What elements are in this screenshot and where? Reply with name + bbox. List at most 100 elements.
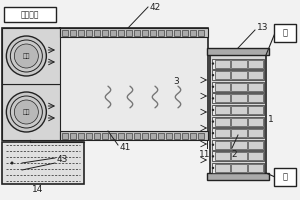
Bar bbox=[212, 140, 264, 150]
Circle shape bbox=[212, 155, 214, 158]
Bar bbox=[118, 30, 124, 36]
Bar bbox=[190, 133, 196, 139]
Text: 13: 13 bbox=[257, 23, 269, 32]
Bar bbox=[158, 133, 164, 139]
Bar bbox=[150, 30, 156, 36]
Text: 空: 空 bbox=[283, 28, 287, 38]
Bar bbox=[248, 60, 263, 68]
Text: 2: 2 bbox=[231, 150, 237, 159]
Bar bbox=[212, 59, 264, 69]
Bar bbox=[215, 106, 230, 114]
Text: 43: 43 bbox=[57, 156, 68, 164]
Circle shape bbox=[14, 100, 38, 124]
Bar bbox=[212, 70, 264, 80]
Bar bbox=[231, 117, 247, 126]
Bar bbox=[78, 133, 84, 139]
Bar bbox=[174, 133, 180, 139]
Bar bbox=[231, 60, 247, 68]
Bar bbox=[212, 116, 264, 127]
Circle shape bbox=[212, 97, 214, 100]
Bar bbox=[190, 30, 196, 36]
Bar bbox=[2, 84, 60, 140]
Bar bbox=[102, 133, 108, 139]
Bar bbox=[60, 28, 208, 37]
Bar bbox=[274, 168, 296, 186]
Bar bbox=[4, 7, 56, 22]
Bar bbox=[274, 24, 296, 42]
Bar bbox=[70, 30, 76, 36]
Bar bbox=[212, 163, 264, 173]
Bar bbox=[2, 28, 60, 140]
Bar bbox=[212, 105, 264, 115]
Bar bbox=[134, 30, 140, 36]
Bar bbox=[212, 128, 264, 138]
Bar bbox=[134, 133, 140, 139]
Bar bbox=[2, 142, 84, 184]
Bar bbox=[142, 133, 148, 139]
Bar bbox=[210, 50, 266, 180]
Text: 空气入口: 空气入口 bbox=[21, 10, 39, 19]
Bar bbox=[231, 83, 247, 91]
Bar bbox=[248, 129, 263, 137]
Bar bbox=[174, 30, 180, 36]
Bar bbox=[215, 129, 230, 137]
Bar bbox=[166, 133, 172, 139]
Bar bbox=[231, 152, 247, 160]
Bar bbox=[248, 117, 263, 126]
Bar bbox=[62, 133, 68, 139]
Text: 风扇: 风扇 bbox=[22, 109, 30, 115]
Text: 风扇: 风扇 bbox=[22, 53, 30, 59]
Circle shape bbox=[212, 132, 214, 134]
Circle shape bbox=[6, 92, 46, 132]
Text: 控: 控 bbox=[283, 172, 287, 182]
Bar bbox=[248, 152, 263, 160]
Bar bbox=[60, 131, 208, 140]
Bar bbox=[231, 129, 247, 137]
Text: 42: 42 bbox=[150, 2, 161, 11]
Bar bbox=[231, 106, 247, 114]
Bar bbox=[215, 164, 230, 172]
Text: 11: 11 bbox=[199, 150, 211, 159]
Bar bbox=[158, 30, 164, 36]
Bar bbox=[60, 28, 208, 140]
Bar bbox=[86, 30, 92, 36]
Bar bbox=[248, 94, 263, 102]
Bar bbox=[70, 133, 76, 139]
Bar bbox=[207, 48, 269, 55]
Bar bbox=[62, 30, 68, 36]
Bar bbox=[166, 30, 172, 36]
Bar bbox=[231, 71, 247, 79]
Text: 3: 3 bbox=[173, 77, 179, 86]
Circle shape bbox=[212, 74, 214, 76]
Circle shape bbox=[14, 44, 38, 68]
Bar bbox=[212, 93, 264, 103]
Bar bbox=[182, 133, 188, 139]
Text: 14: 14 bbox=[32, 186, 44, 194]
Bar bbox=[215, 83, 230, 91]
Bar bbox=[231, 94, 247, 102]
Bar bbox=[126, 30, 132, 36]
Bar bbox=[248, 106, 263, 114]
Circle shape bbox=[212, 120, 214, 123]
Bar bbox=[215, 152, 230, 160]
Bar bbox=[126, 133, 132, 139]
Bar bbox=[2, 28, 60, 84]
Bar bbox=[212, 82, 264, 92]
Bar bbox=[248, 164, 263, 172]
Circle shape bbox=[212, 62, 214, 65]
Bar bbox=[231, 141, 247, 149]
Circle shape bbox=[6, 36, 46, 76]
Circle shape bbox=[212, 144, 214, 146]
Circle shape bbox=[212, 109, 214, 111]
Bar bbox=[207, 173, 269, 180]
Bar bbox=[102, 30, 108, 36]
Bar bbox=[86, 133, 92, 139]
Circle shape bbox=[11, 162, 14, 164]
Bar bbox=[150, 133, 156, 139]
Bar bbox=[215, 60, 230, 68]
Bar bbox=[248, 141, 263, 149]
Bar bbox=[215, 71, 230, 79]
Bar bbox=[248, 83, 263, 91]
Bar bbox=[78, 30, 84, 36]
Bar bbox=[212, 151, 264, 161]
